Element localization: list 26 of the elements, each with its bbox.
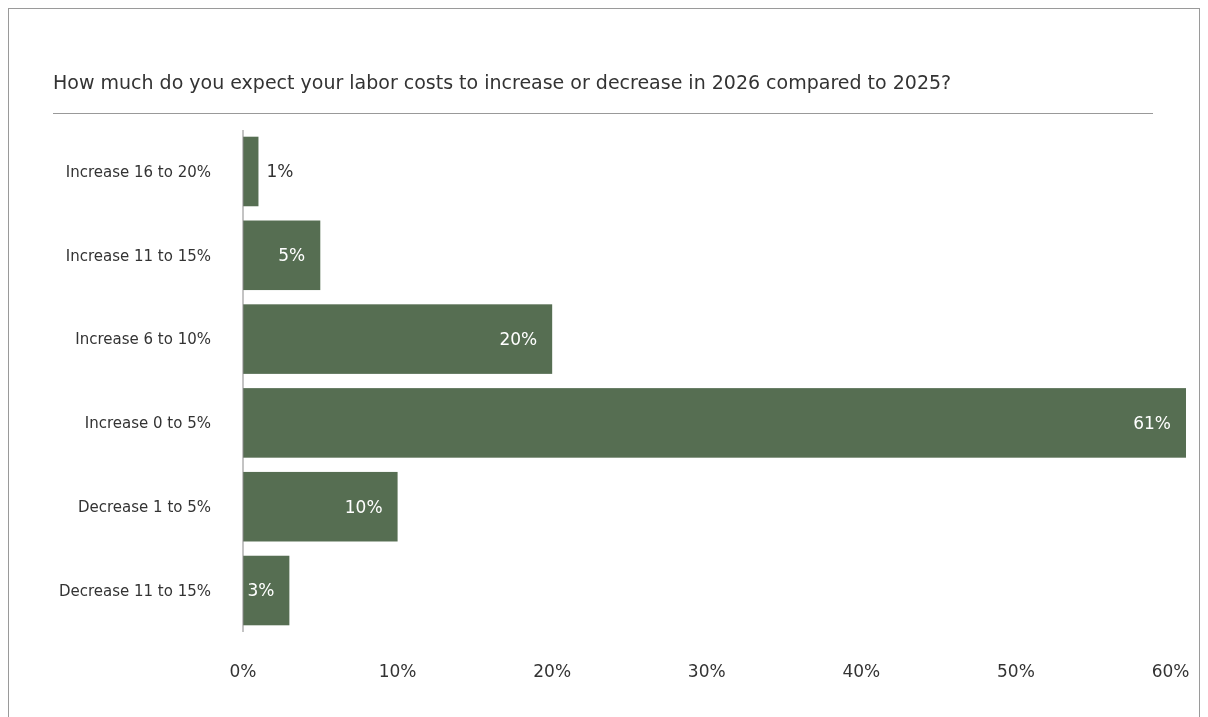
y-tick-label: Increase 6 to 10%	[75, 330, 211, 349]
x-tick-label: 40%	[842, 661, 881, 681]
y-tick-label: Increase 11 to 15%	[65, 246, 211, 265]
x-tick-label: 60%	[1151, 661, 1190, 681]
data-label: 5%	[278, 245, 306, 266]
bar	[243, 136, 259, 207]
data-label: 10%	[344, 496, 383, 517]
data-label: 3%	[247, 580, 275, 601]
bar	[243, 471, 398, 542]
data-label: 61%	[1133, 412, 1171, 433]
bar	[243, 388, 1186, 458]
x-tick-label: 50%	[997, 661, 1035, 681]
chart-title: How much do you expect your labor costs to increase or decrease in 2026 compared to 2025?	[53, 71, 952, 93]
bar	[243, 220, 321, 291]
x-tick-label: 30%	[687, 661, 726, 681]
y-tick-label: Decrease 11 to 15%	[58, 581, 211, 600]
x-tick-label: 20%	[533, 661, 572, 681]
data-label: 20%	[499, 329, 538, 350]
bar	[243, 304, 553, 374]
y-tick-label: Decrease 1 to 5%	[77, 497, 211, 516]
data-label: 1%	[266, 161, 294, 182]
x-tick-label: 0%	[229, 661, 257, 681]
x-tick-label: 10%	[378, 661, 417, 681]
bar	[243, 555, 290, 626]
y-tick-label: Increase 16 to 20%	[65, 162, 211, 181]
y-tick-label: Increase 0 to 5%	[84, 414, 211, 433]
